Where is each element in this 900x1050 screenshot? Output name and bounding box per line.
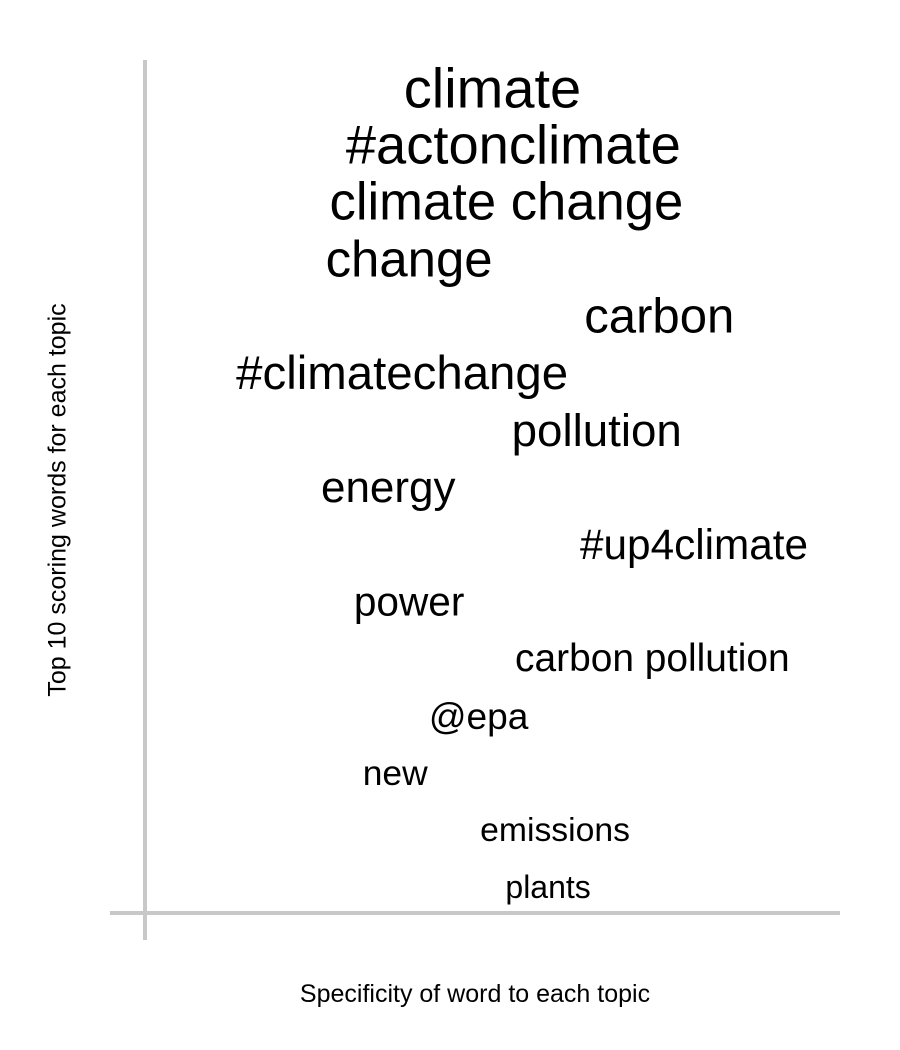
word-label: carbon [584,289,734,343]
word-label: #up4climate [580,521,808,568]
word-label: emissions [480,811,630,849]
word-label: carbon pollution [515,637,790,680]
word-label: power [354,579,465,625]
word-label: climate change [330,173,684,232]
word-label: #actonclimate [346,115,681,176]
word-label: pollution [512,405,682,456]
word-label: @epa [429,695,529,737]
x-axis-label: Specificity of word to each topic [299,980,651,1008]
word-label: climate [404,57,581,120]
y-axis-label: Top 10 scoring words for each topic [43,303,72,697]
word-label: #climatechange [236,347,568,400]
word-label: new [363,753,428,793]
word-label: energy [321,463,456,512]
word-label: plants [505,869,590,905]
word-label: change [326,231,493,288]
